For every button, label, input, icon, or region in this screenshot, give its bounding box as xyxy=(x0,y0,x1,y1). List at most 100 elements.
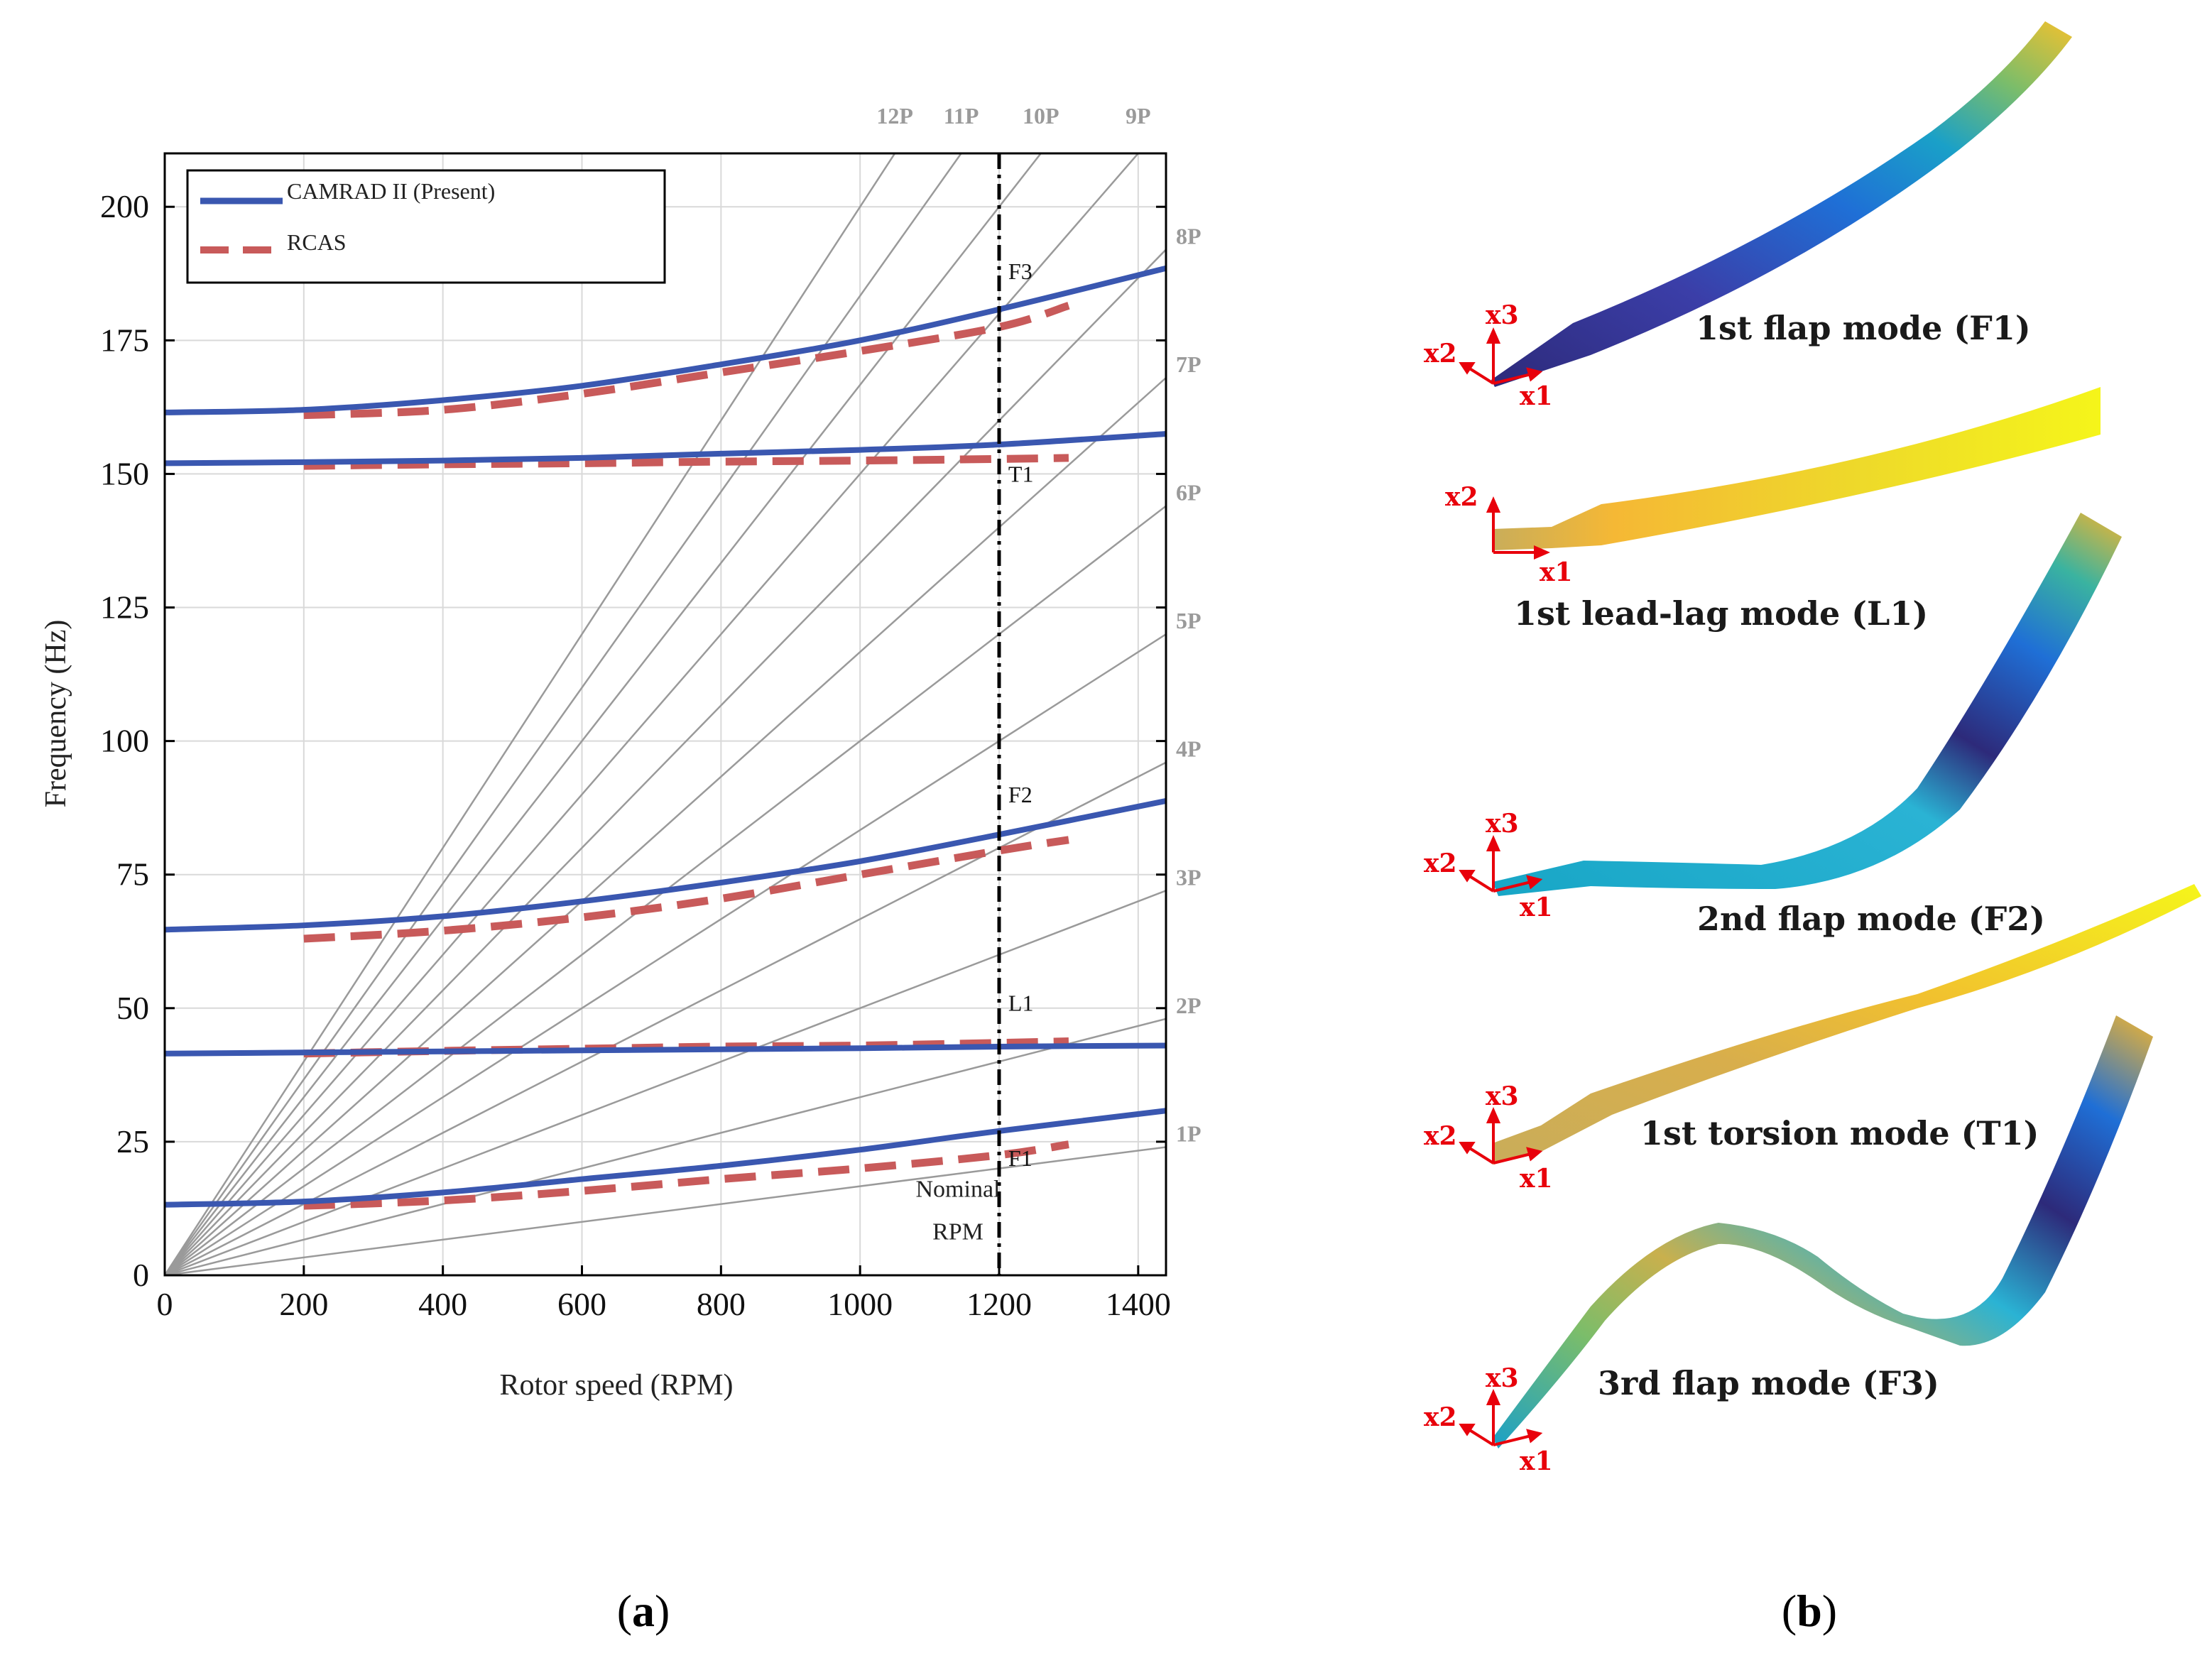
axis-triad-l1 xyxy=(1486,496,1550,560)
panel-b-caption-close: ) xyxy=(1822,1586,1837,1636)
per-rev-label-1p: 1P xyxy=(1176,1120,1202,1146)
panel-b-mode-shapes: x3 x2 x1 1st flap mode (F1) x2 x1 1st le… xyxy=(1424,21,2201,1636)
axis-label-x1-f3: x1 xyxy=(1520,1446,1553,1476)
axis-x3-arrow-t1 xyxy=(1486,1107,1501,1123)
series-layer xyxy=(165,265,1166,1210)
mode-labels: F1 L1 F2 T1 F3 xyxy=(1008,258,1034,1171)
axis-triad-f3 xyxy=(1459,1389,1543,1446)
mode-label-f2: 2nd flap mode (F2) xyxy=(1697,900,2045,938)
y-tick-label: 25 xyxy=(116,1123,149,1160)
per-rev-line-11p xyxy=(165,153,963,1275)
axis-x2-f2 xyxy=(1467,874,1495,893)
panel-a-chart: Nominal RPM 0 200 400 600 800 1000 1200 1400 0 25 5… xyxy=(40,103,1202,1636)
mode-shape-f2: x3 x2 x1 2nd flap mode (F2) xyxy=(1424,513,2122,938)
axis-x2-f1 xyxy=(1467,366,1495,385)
legend-box xyxy=(186,169,666,284)
panel-b-caption-open: ( xyxy=(1782,1586,1797,1636)
x-tick-label: 600 xyxy=(557,1286,606,1322)
axis-x1-f1 xyxy=(1493,373,1532,385)
x-axis-label: Rotor speed (RPM) xyxy=(500,1369,734,1402)
axis-x3-arrow-f2 xyxy=(1486,835,1501,851)
series-camrad-t1 xyxy=(165,431,1166,467)
y-tick-label: 150 xyxy=(100,455,149,491)
x-tick-label: 200 xyxy=(279,1286,328,1322)
panel-a-caption-close: ) xyxy=(655,1586,670,1636)
axis-x1-arrow-f2 xyxy=(1526,875,1543,890)
series-rcas-f1 xyxy=(303,1140,1069,1210)
axis-x3-arrow-f3 xyxy=(1486,1389,1501,1405)
per-rev-label-4p: 4P xyxy=(1176,736,1202,762)
panel-a-caption-open: ( xyxy=(617,1586,632,1636)
mode-label-t1: T1 xyxy=(1008,462,1034,487)
blade-shape-f1 xyxy=(1491,21,2072,387)
mode-shape-l1: x2 x1 1st lead-lag mode (L1) xyxy=(1445,387,2101,633)
mode-label-l1: L1 xyxy=(1008,991,1034,1016)
mode-label-f1: F1 xyxy=(1008,1145,1033,1171)
mode-shape-f1: x3 x2 x1 1st flap mode (F1) xyxy=(1424,21,2072,411)
mode-label-f2: F2 xyxy=(1008,782,1033,807)
blade-shape-f2 xyxy=(1493,513,2122,896)
axis-label-x3-f3: x3 xyxy=(1486,1363,1519,1393)
axis-x3-arrow-f1 xyxy=(1486,327,1501,344)
axis-triad-f2 xyxy=(1459,835,1543,893)
series-rcas-l1 xyxy=(303,1037,1069,1058)
axis-label-x3-f1: x3 xyxy=(1486,300,1519,330)
y-tick-label: 175 xyxy=(100,322,149,358)
mode-label-t1: 1st torsion mode (T1) xyxy=(1640,1114,2039,1152)
x-tick-label: 1200 xyxy=(966,1286,1032,1322)
series-rcas-f2 xyxy=(303,836,1069,943)
per-rev-label-2p: 2P xyxy=(1176,993,1202,1018)
axis-triad-f1 xyxy=(1459,327,1543,385)
mode-label-f3: F3 xyxy=(1008,258,1033,284)
series-camrad-f1 xyxy=(165,1108,1166,1208)
legend: CAMRAD II (Present) RCAS xyxy=(186,169,666,284)
axis-label-x2-t1: x2 xyxy=(1424,1121,1457,1151)
axis-ticks: 0 200 400 600 800 1000 1200 1400 0 25 50 75 100 125 15… xyxy=(100,188,1171,1322)
blade-shape-l1 xyxy=(1493,387,2101,550)
per-rev-label-11p: 11P xyxy=(944,103,979,129)
mode-shape-t1: x3 x2 x1 1st torsion mode (T1) xyxy=(1424,884,2201,1194)
y-tick-label: 0 xyxy=(133,1257,149,1293)
y-tick-label: 200 xyxy=(100,188,149,224)
blade-shape-f3 xyxy=(1493,1015,2153,1449)
per-rev-label-6p: 6P xyxy=(1176,480,1202,506)
nominal-rpm-layer: Nominal RPM xyxy=(916,153,1001,1275)
per-rev-line-12p xyxy=(165,153,896,1275)
axis-label-x2-f2: x2 xyxy=(1424,849,1457,878)
x-tick-label: 0 xyxy=(157,1286,173,1322)
axis-x2-arrow-t1 xyxy=(1459,1142,1476,1155)
axis-label-x2-f3: x2 xyxy=(1424,1402,1457,1432)
mode-label-f1: 1st flap mode (F1) xyxy=(1696,309,2031,347)
axis-x2-arrow-f3 xyxy=(1459,1424,1476,1436)
axis-x1-arrow-f3 xyxy=(1526,1429,1543,1444)
y-tick-label: 125 xyxy=(100,589,149,626)
y-axis-label: Frequency (Hz) xyxy=(40,620,72,808)
axis-x2-arrow-f1 xyxy=(1459,362,1476,375)
axis-label-x1-f1: x1 xyxy=(1520,381,1553,411)
per-rev-label-7p: 7P xyxy=(1176,351,1202,377)
axis-x1-t1 xyxy=(1493,1152,1532,1165)
axis-label-x1-l1: x1 xyxy=(1540,557,1573,587)
axis-label-x2-l1: x2 xyxy=(1445,482,1478,512)
series-camrad-f3 xyxy=(165,265,1166,415)
plot-frame xyxy=(163,152,1167,1277)
axis-triad-t1 xyxy=(1459,1107,1543,1165)
series-camrad-f2 xyxy=(165,797,1166,933)
nominal-rpm-label-line1: Nominal xyxy=(916,1177,1001,1203)
per-rev-label-8p: 8P xyxy=(1176,223,1202,249)
panel-b-caption-letter: b xyxy=(1797,1586,1822,1636)
panel-b-caption: (b) xyxy=(1782,1586,1837,1636)
axis-label-x3-t1: x3 xyxy=(1486,1081,1519,1111)
axis-x1-f3 xyxy=(1493,1434,1532,1446)
x-tick-label: 800 xyxy=(697,1286,746,1322)
axis-label-x3-f2: x3 xyxy=(1486,809,1519,839)
blade-shape-t1 xyxy=(1493,884,2201,1165)
nominal-rpm-label-line2: RPM xyxy=(932,1219,984,1245)
per-rev-label-9p: 9P xyxy=(1126,103,1151,129)
per-rev-label-3p: 3P xyxy=(1176,864,1202,890)
mode-shape-f3: x3 x2 x1 3rd flap mode (F3) xyxy=(1424,1015,2153,1476)
x-tick-label: 1400 xyxy=(1106,1286,1171,1322)
per-rev-labels: 1P 2P 3P 4P 5P 6P 7P 8P 9P 10P 11P 12P xyxy=(876,103,1201,1146)
legend-camrad-label: CAMRAD II (Present) xyxy=(287,178,495,204)
